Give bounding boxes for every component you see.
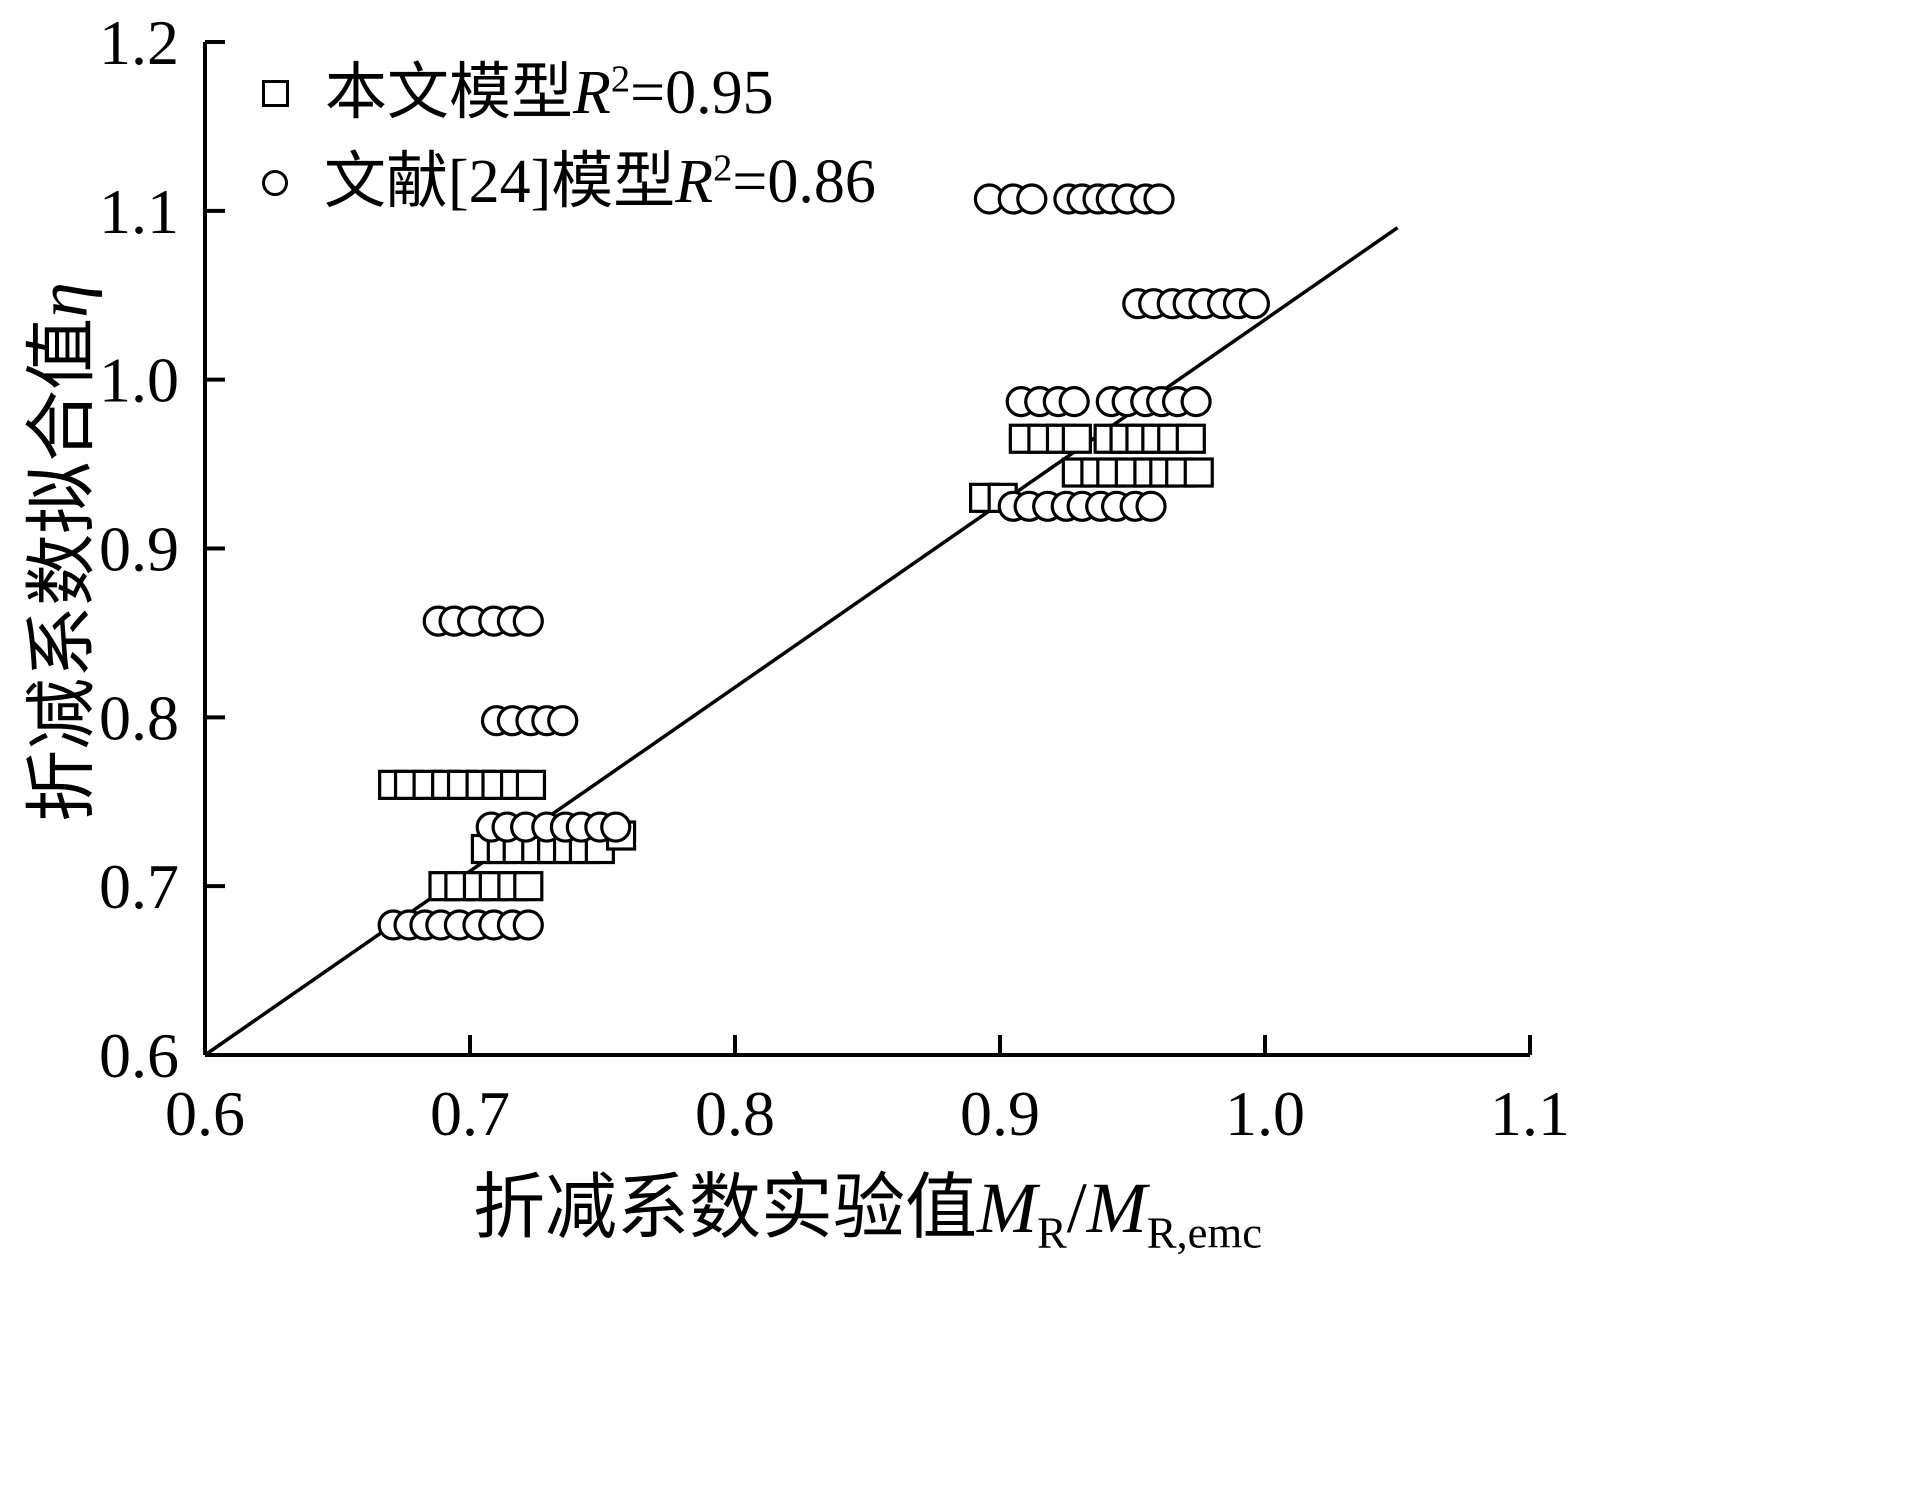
y-tick-label: 1.2	[99, 7, 179, 78]
y-tick-label: 0.9	[99, 514, 179, 585]
x-axis-var-1: M	[977, 1168, 1037, 1248]
x-axis-sep: /	[1066, 1168, 1087, 1248]
legend-value: =0.95	[630, 59, 774, 127]
scatter-point-square	[1061, 423, 1092, 454]
legend-label-ref-model: 文献[24]模型R2=0.86	[324, 147, 876, 218]
x-axis-sub-1: R	[1036, 1207, 1067, 1258]
scatter-point-circle	[1180, 386, 1212, 418]
scatter-point-circle	[512, 909, 544, 941]
legend-item-ref-model: 文献[24]模型R2=0.86	[262, 147, 876, 218]
scatter-point-circle	[600, 811, 632, 843]
legend-sup: 2	[713, 147, 733, 190]
scatter-point-circle	[512, 605, 544, 637]
legend-var: R	[573, 59, 611, 127]
legend-item-this-model: 本文模型R2=0.95	[262, 58, 876, 129]
y-tick-label: 0.7	[99, 851, 179, 922]
scatter-point-circle	[1135, 490, 1167, 522]
legend: 本文模型R2=0.95 文献[24]模型R2=0.86	[262, 58, 876, 219]
y-tick-label: 1.0	[99, 345, 179, 416]
scatter-point-circle	[1058, 386, 1090, 418]
square-marker-icon	[262, 80, 289, 108]
legend-text: 文献[24]模型	[324, 148, 676, 217]
scatter-point-circle	[547, 705, 579, 737]
x-tick-label: 0.8	[695, 1078, 775, 1149]
y-axis-var: η	[22, 282, 103, 318]
y-axis-title-text: 折减系数拟合值	[22, 317, 103, 822]
scatter-point-square	[1183, 457, 1214, 488]
scatter-point-circle	[1016, 183, 1048, 215]
legend-var: R	[675, 148, 714, 217]
y-tick-label: 0.6	[99, 1020, 179, 1091]
scatter-point-circle	[1143, 183, 1175, 215]
circle-marker-icon	[262, 169, 288, 196]
x-axis-var-2: M	[1086, 1168, 1147, 1248]
scatter-point-square	[1175, 423, 1206, 454]
x-axis-sub-2: R,emc	[1146, 1207, 1262, 1258]
legend-sup: 2	[610, 58, 631, 101]
legend-text: 本文模型	[325, 59, 574, 127]
x-axis-title: 折减系数实验值MR/MR,emc	[205, 1148, 1530, 1255]
legend-label-this-model: 本文模型R2=0.95	[325, 58, 774, 129]
x-tick-label: 1.1	[1490, 1078, 1570, 1149]
y-tick-label: 0.8	[99, 682, 179, 753]
x-tick-label: 0.9	[960, 1078, 1040, 1149]
y-axis-title: 折减系数拟合值η	[3, 282, 108, 822]
x-tick-label: 0.7	[430, 1078, 510, 1149]
legend-value: =0.86	[732, 148, 876, 217]
x-tick-label: 0.6	[165, 1078, 245, 1149]
x-axis-title-text: 折减系数实验值	[472, 1168, 977, 1248]
x-tick-label: 1.0	[1225, 1078, 1305, 1149]
scatter-point-square	[513, 871, 544, 902]
scatter-point-circle	[1238, 288, 1271, 320]
y-tick-label: 1.1	[99, 176, 179, 247]
scatter-point-square	[515, 769, 547, 800]
